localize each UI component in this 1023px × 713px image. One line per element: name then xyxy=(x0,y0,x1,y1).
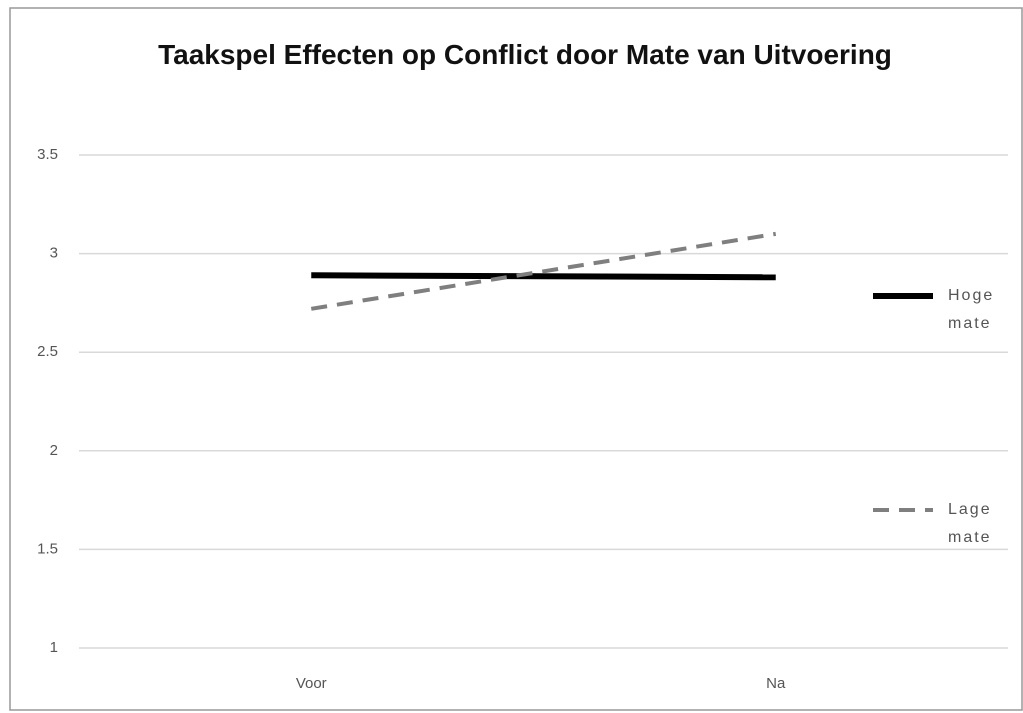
data-line xyxy=(310,231,777,311)
data-line xyxy=(311,272,776,281)
y-tick-label: 1.5 xyxy=(37,540,58,557)
y-tick-label: 3.5 xyxy=(37,146,58,163)
chart-frame xyxy=(9,7,1023,711)
y-tick-label: 3 xyxy=(50,245,58,262)
y-tick-label: 1 xyxy=(50,639,58,656)
y-tick-label: 2.5 xyxy=(37,343,58,360)
y-tick-label: 2 xyxy=(50,442,58,459)
legend-label: Lage mate xyxy=(948,501,992,546)
x-tick-label: Na xyxy=(766,675,786,692)
legend-label: Hoge mate xyxy=(948,287,995,332)
x-tick-label: Voor xyxy=(296,675,327,692)
chart-title: Taakspel Effecten op Conflict door Mate … xyxy=(158,39,892,70)
